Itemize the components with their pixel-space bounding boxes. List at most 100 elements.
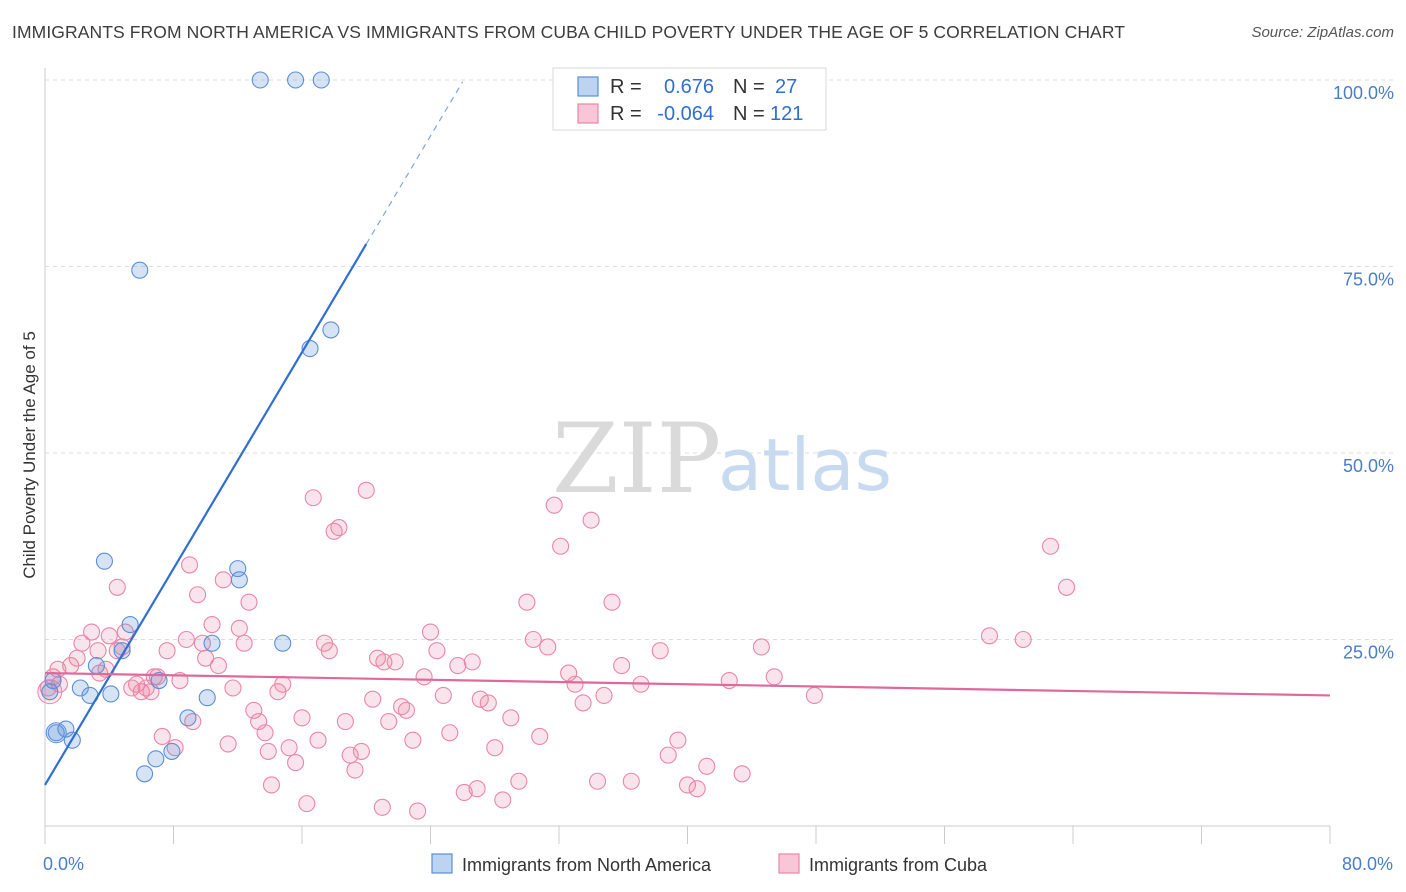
tick-labels: 25.0% 50.0% 75.0% 100.0% 0.0% 80.0% bbox=[43, 83, 1394, 874]
cuba-point-115 bbox=[259, 742, 277, 760]
watermark: ZIP atlas bbox=[552, 403, 892, 515]
cuba-point-32 bbox=[219, 735, 237, 753]
north-america-point-8 bbox=[230, 571, 248, 589]
cuba-point-114 bbox=[181, 556, 199, 574]
cuba-point-88 bbox=[566, 675, 584, 693]
cuba-point-105 bbox=[752, 638, 770, 656]
cuba-point-82 bbox=[524, 630, 542, 649]
north-america-point-18 bbox=[41, 683, 59, 701]
cuba-point-77 bbox=[486, 739, 504, 757]
cuba-point-42 bbox=[274, 675, 292, 693]
chart-source: Source: ZipAtlas.com bbox=[1251, 24, 1394, 41]
legend-r-value-2: -0.064 bbox=[657, 103, 714, 125]
cuba-point-13 bbox=[108, 578, 126, 596]
cuba-point-56 bbox=[352, 742, 370, 760]
cuba-point-43 bbox=[280, 739, 298, 757]
legend-r-label-1: R = bbox=[610, 76, 642, 98]
cuba-point-62 bbox=[386, 653, 404, 671]
cuba-point-20 bbox=[153, 727, 171, 746]
cuba-point-101 bbox=[688, 780, 706, 798]
north-america-point-12 bbox=[203, 634, 221, 652]
cuba-point-86 bbox=[552, 537, 570, 555]
cuba-point-90 bbox=[582, 511, 600, 529]
cuba-point-69 bbox=[428, 642, 446, 660]
bottom-legend-label-cuba: Immigrants from Cuba bbox=[809, 855, 988, 875]
cuba-point-111 bbox=[1058, 578, 1076, 596]
cuba-point-81 bbox=[518, 593, 536, 611]
cuba-point-85 bbox=[545, 496, 563, 514]
cuba-point-72 bbox=[449, 657, 467, 675]
bottom-legend-swatch-north-america bbox=[431, 853, 453, 874]
y-axis-label: Child Poverty Under the Age of 5 bbox=[20, 331, 39, 579]
north-america-point-27 bbox=[136, 765, 154, 783]
cuba-point-34 bbox=[230, 619, 248, 637]
cuba-point-45 bbox=[293, 709, 311, 727]
north-america-point-9 bbox=[121, 616, 139, 634]
axes bbox=[44, 68, 1331, 844]
cuba-point-53 bbox=[336, 713, 354, 731]
cuba-point-37 bbox=[245, 701, 263, 719]
cuba-point-5 bbox=[73, 634, 91, 652]
x-tick-label-1: 80.0% bbox=[1342, 854, 1393, 874]
cuba-point-83 bbox=[531, 727, 549, 746]
cuba-point-7 bbox=[89, 642, 107, 660]
cuba-point-47 bbox=[304, 489, 322, 507]
cuba-point-80 bbox=[510, 772, 528, 790]
y-tick-label-3: 100.0% bbox=[1333, 83, 1394, 103]
cuba-point-52 bbox=[330, 519, 348, 537]
cuba-point-21 bbox=[158, 642, 176, 660]
y-tick-label-0: 25.0% bbox=[1343, 643, 1394, 663]
legend-n-label-2: N = bbox=[733, 103, 765, 125]
cuba-point-116 bbox=[373, 798, 391, 816]
cuba-point-70 bbox=[434, 686, 452, 705]
cuba-point-74 bbox=[463, 653, 481, 671]
y-tick-label-2: 75.0% bbox=[1343, 270, 1394, 290]
cuba-point-55 bbox=[346, 761, 364, 779]
north-america-point-20 bbox=[198, 689, 216, 707]
cuba-point-61 bbox=[380, 713, 398, 731]
north-america-point-23 bbox=[47, 724, 65, 742]
north-america-point-3 bbox=[131, 261, 149, 279]
cuba-point-89 bbox=[574, 694, 592, 712]
cuba-point-79 bbox=[502, 709, 520, 727]
cuba-point-110 bbox=[1041, 537, 1060, 555]
north-america-point-13 bbox=[87, 657, 105, 675]
cuba-point-68 bbox=[421, 623, 440, 641]
north-america-point-19 bbox=[150, 671, 168, 690]
cuba-point-4 bbox=[68, 649, 86, 667]
cuba-point-73 bbox=[455, 783, 473, 801]
correlation-legend: R = 0.676 N = 27 R = -0.064 N = 121 bbox=[552, 67, 827, 131]
cuba-point-46 bbox=[298, 795, 316, 813]
cuba-point-102 bbox=[698, 757, 716, 775]
north-america-cluster-point bbox=[45, 722, 67, 744]
north-america-point-2 bbox=[312, 71, 330, 89]
trend-line-north-america-extension bbox=[365, 81, 464, 245]
cuba-point-117 bbox=[468, 780, 486, 798]
trend-line-cuba bbox=[44, 671, 1331, 697]
cuba-point-57 bbox=[357, 481, 375, 499]
watermark-atlas: atlas bbox=[718, 423, 892, 507]
cuba-point-109 bbox=[1014, 630, 1032, 649]
cuba-point-39 bbox=[256, 724, 274, 742]
north-america-point-26 bbox=[147, 750, 165, 768]
cuba-point-36 bbox=[240, 593, 258, 611]
cuba-point-48 bbox=[309, 731, 327, 749]
cuba-point-92 bbox=[595, 686, 613, 705]
cuba-point-29 bbox=[203, 616, 221, 634]
cuba-point-24 bbox=[177, 630, 195, 649]
cuba-point-28 bbox=[197, 649, 215, 667]
cuba-point-106 bbox=[765, 668, 783, 686]
cuba-point-65 bbox=[404, 731, 422, 749]
cuba-point-95 bbox=[622, 772, 640, 790]
cuba-point-99 bbox=[669, 731, 687, 749]
north-america-point-6 bbox=[95, 552, 113, 570]
series-legend: Immigrants from North America Immigrants… bbox=[431, 853, 988, 875]
legend-swatch-north-america bbox=[577, 76, 599, 97]
cuba-point-58 bbox=[364, 690, 382, 708]
cuba-point-98 bbox=[659, 746, 677, 764]
legend-n-value-1: 27 bbox=[775, 76, 797, 98]
cuba-point-31 bbox=[214, 571, 232, 589]
cuba-point-26 bbox=[189, 586, 207, 604]
cuba-point-67 bbox=[415, 668, 433, 686]
